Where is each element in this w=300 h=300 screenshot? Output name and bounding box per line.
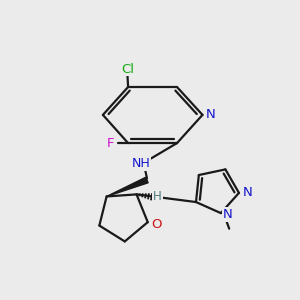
Text: F: F	[107, 136, 115, 150]
Polygon shape	[106, 177, 148, 196]
Text: N: N	[206, 108, 216, 121]
Text: H: H	[153, 190, 162, 203]
Text: N: N	[242, 185, 252, 199]
Text: N: N	[223, 208, 232, 221]
Text: Cl: Cl	[121, 62, 134, 76]
Text: NH: NH	[132, 157, 150, 170]
Text: O: O	[152, 218, 162, 231]
